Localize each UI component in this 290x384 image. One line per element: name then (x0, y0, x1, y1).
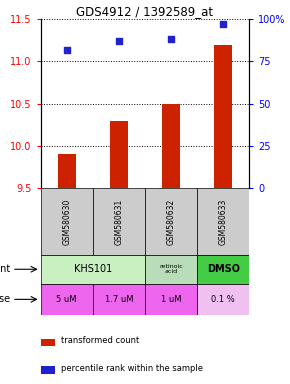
Bar (93, 188, 145, 255)
Text: GSM580633: GSM580633 (219, 198, 228, 245)
Bar (41, 188, 93, 255)
Text: transformed count: transformed count (61, 336, 140, 345)
Point (117, 38, 121, 44)
Text: agent: agent (0, 264, 11, 274)
Text: dose: dose (0, 295, 11, 305)
Point (64, 46, 69, 53)
Bar (214, 45, 233, 188)
Text: retinoic
acid: retinoic acid (159, 264, 183, 275)
Bar (110, 121, 128, 188)
Point (169, 36, 173, 43)
Bar (93, 284, 145, 315)
Text: DMSO: DMSO (207, 264, 240, 274)
Bar (162, 104, 180, 188)
Text: percentile rank within the sample: percentile rank within the sample (61, 364, 204, 373)
Bar (197, 188, 249, 255)
Text: GSM580631: GSM580631 (114, 198, 124, 245)
Text: 0.1 %: 0.1 % (211, 295, 235, 304)
Text: 1 uM: 1 uM (161, 295, 181, 304)
Bar (41, 284, 93, 315)
Title: GDS4912 / 1392589_at: GDS4912 / 1392589_at (77, 5, 213, 18)
Bar (197, 255, 249, 284)
Point (221, 21, 226, 27)
Text: GSM580630: GSM580630 (62, 198, 71, 245)
Bar (145, 188, 197, 255)
Text: GSM580632: GSM580632 (166, 198, 176, 245)
Bar (41, 339, 55, 346)
Bar (41, 366, 55, 374)
Text: 5 uM: 5 uM (57, 295, 77, 304)
Text: KHS101: KHS101 (74, 264, 112, 274)
Text: 1.7 uM: 1.7 uM (105, 295, 133, 304)
Bar (145, 255, 197, 284)
Bar (57, 154, 76, 188)
Bar (145, 284, 197, 315)
Bar (41, 255, 145, 284)
Bar (197, 284, 249, 315)
